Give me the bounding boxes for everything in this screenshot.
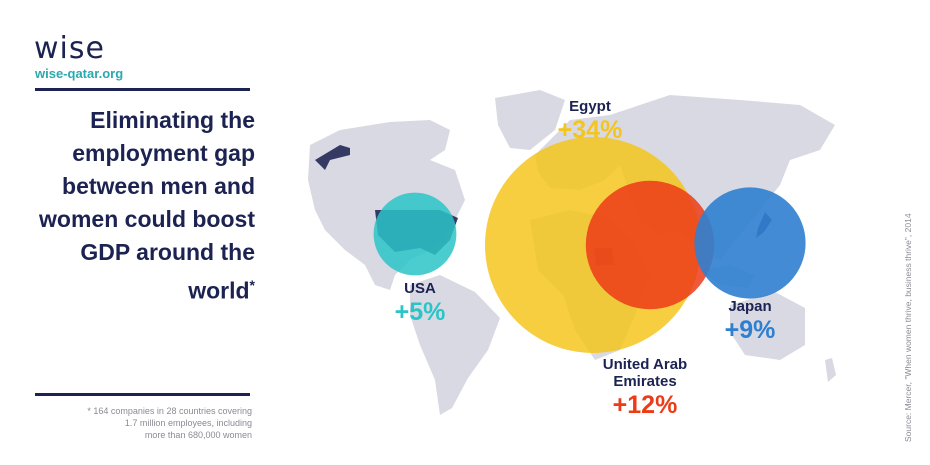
label-usa-name: USA bbox=[404, 280, 436, 297]
new-zealand-shape bbox=[825, 358, 836, 382]
label-egypt-pct: +34% bbox=[557, 116, 623, 144]
divider-top bbox=[35, 88, 250, 91]
bubble-japan bbox=[694, 187, 806, 299]
bubble-uae bbox=[585, 180, 715, 310]
headline: Eliminating the employment gap between m… bbox=[30, 104, 255, 308]
source-note: Source: Mercer, "When women thrive, busi… bbox=[903, 213, 913, 442]
label-egypt: Egypt +34% bbox=[550, 98, 630, 145]
footnote: * 164 companies in 28 countries covering… bbox=[87, 406, 252, 440]
label-uae-name-2: Emirates bbox=[613, 373, 677, 390]
label-usa-pct: +5% bbox=[394, 298, 446, 326]
label-uae: United Arab Emirates +12% bbox=[585, 356, 705, 420]
site-url[interactable]: wise-qatar.org bbox=[35, 66, 124, 81]
australia-shape bbox=[730, 292, 805, 360]
bubble-usa bbox=[373, 192, 457, 276]
world-map bbox=[308, 90, 836, 415]
headline-asterisk: * bbox=[249, 277, 255, 293]
south-america-shape bbox=[410, 275, 500, 415]
label-japan: Japan +9% bbox=[710, 298, 790, 345]
divider-bottom bbox=[35, 393, 250, 396]
label-uae-name-1: United Arab bbox=[602, 356, 688, 373]
wise-logo: wise bbox=[34, 31, 105, 66]
label-japan-pct: +9% bbox=[724, 316, 776, 344]
headline-text: Eliminating the employment gap between m… bbox=[39, 107, 255, 304]
label-usa: USA +5% bbox=[380, 280, 460, 327]
label-uae-pct: +12% bbox=[612, 391, 678, 419]
greenland-shape bbox=[495, 90, 565, 150]
label-japan-name: Japan bbox=[728, 298, 772, 315]
label-egypt-name: Egypt bbox=[569, 98, 611, 115]
